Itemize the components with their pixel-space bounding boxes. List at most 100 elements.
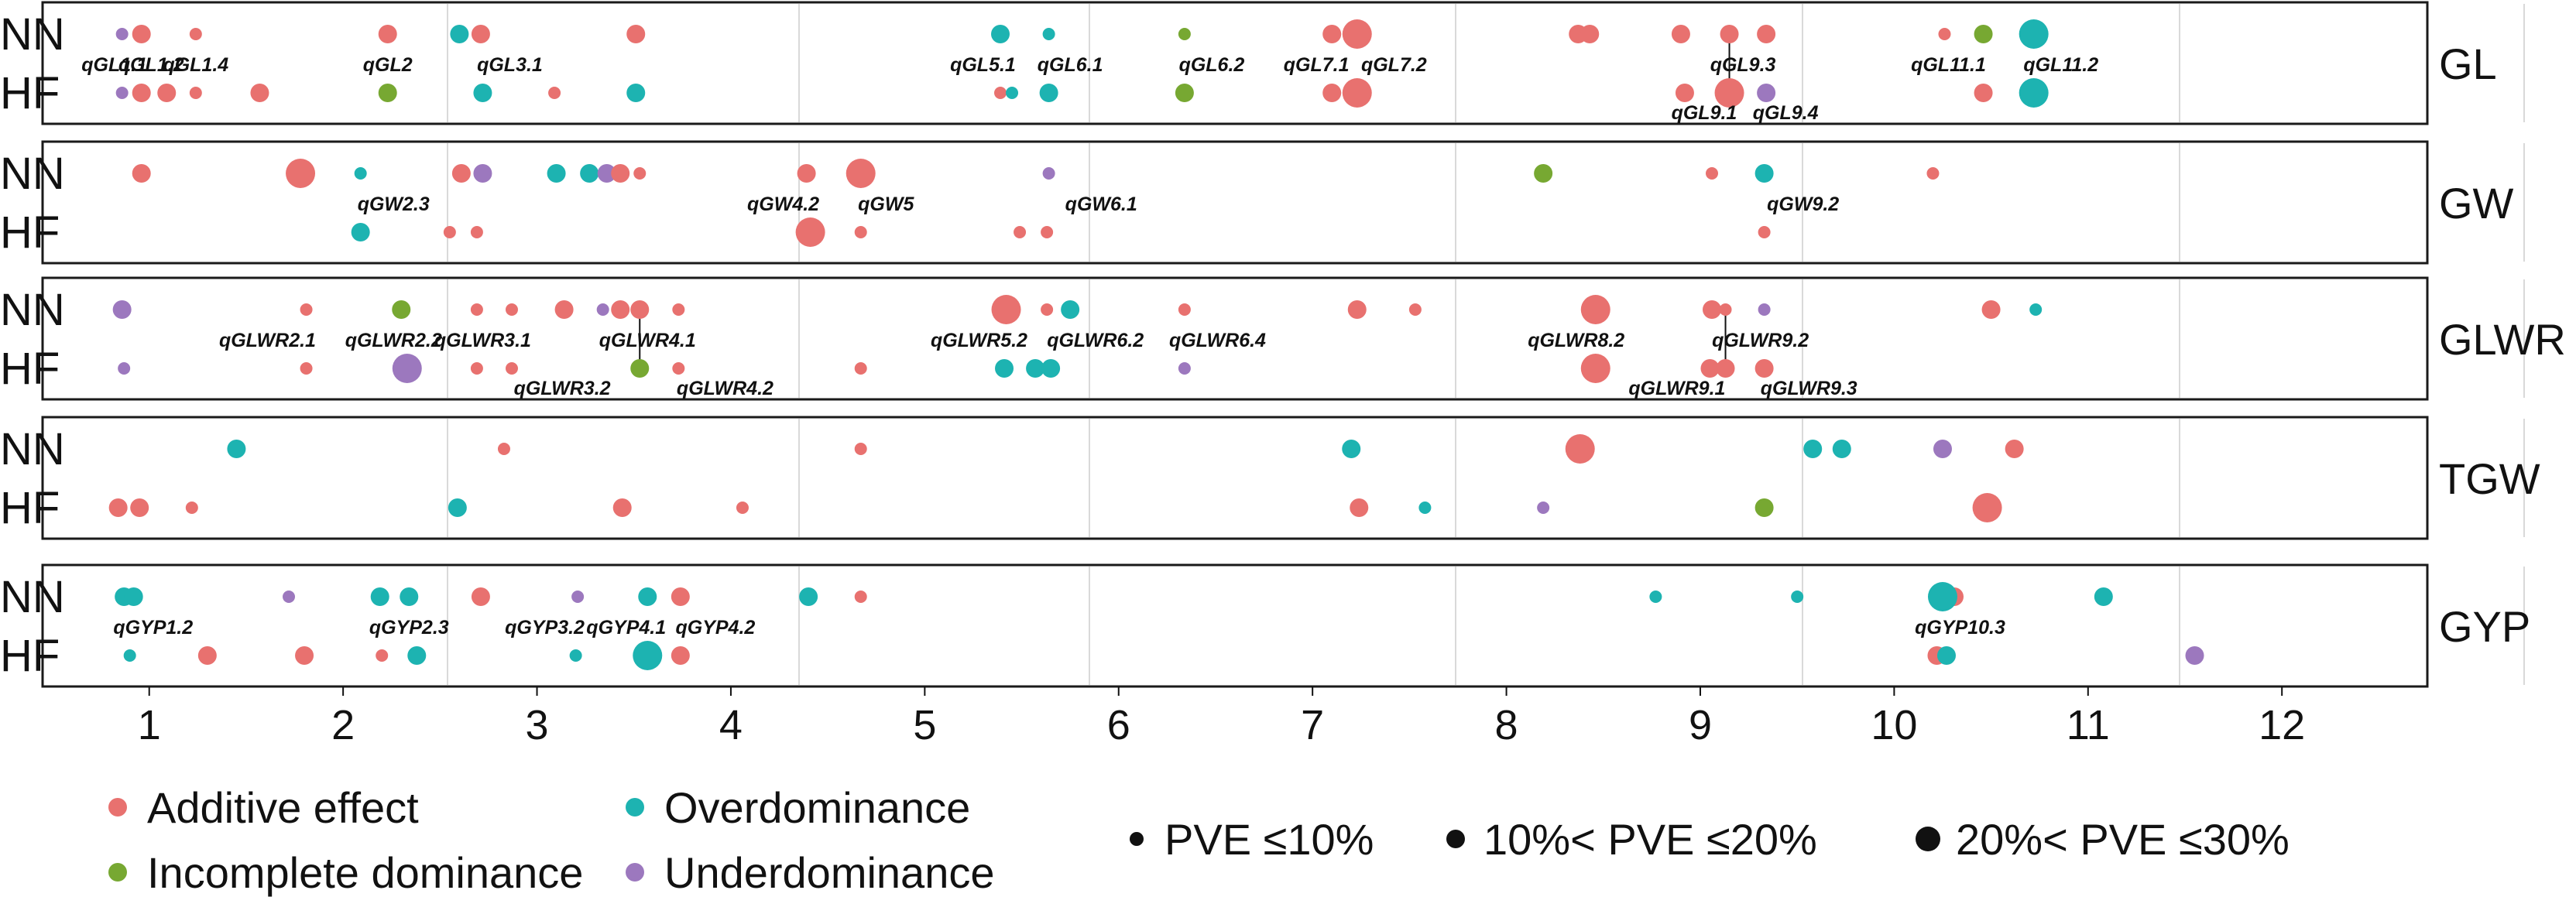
- qtl-point-over: [626, 84, 646, 102]
- qtl-point-over: [633, 641, 663, 670]
- legend-label-additive: Additive effect: [147, 783, 419, 832]
- qtl-point-additive: [1757, 25, 1776, 43]
- qtl-point-additive: [286, 159, 316, 188]
- qtl-point-over: [1649, 591, 1662, 603]
- qtl-point-additive: [157, 84, 177, 102]
- qtl-point-additive: [991, 295, 1021, 324]
- legend-swatch-additive: [108, 798, 127, 817]
- qtl-point-over: [1342, 440, 1361, 458]
- panel-tgw: NN HF TGW: [0, 416, 2540, 540]
- qtl-point-additive: [1322, 84, 1342, 102]
- qtl-point-additive: [1580, 295, 1610, 324]
- qtl-label-qglwr9-3: qGLWR9.3: [1761, 378, 1857, 399]
- qtl-point-additive: [630, 300, 650, 319]
- qtl-point-additive: [130, 498, 149, 517]
- qtl-point-additive: [1322, 25, 1342, 43]
- qtl-point-over: [227, 440, 246, 458]
- trait-label-gyp: GYP: [2439, 602, 2530, 651]
- qtl-label-qgyp10-3: qGYP10.3: [1915, 617, 2005, 639]
- qtl-point-additive: [797, 164, 816, 183]
- qtl-point-under: [115, 87, 129, 99]
- x-tick-label: 7: [1301, 702, 1324, 748]
- qtl-point-additive: [612, 498, 632, 517]
- qtl-label-qgl9-3: qGL9.3: [1710, 54, 1776, 76]
- qtl-point-additive: [132, 25, 151, 43]
- qtl-point-additive: [1041, 226, 1054, 238]
- qtl-point-incomplete: [630, 359, 650, 378]
- qtl-point-under: [1178, 362, 1191, 375]
- qtl-point-over: [370, 587, 389, 606]
- qtl-point-under: [112, 300, 132, 319]
- row-label-hf: HF: [0, 207, 60, 258]
- qtl-point-over: [2019, 19, 2049, 49]
- qtl-point-over: [1754, 164, 1774, 183]
- qtl-point-over: [1803, 440, 1823, 458]
- x-tick-label: 11: [2067, 702, 2110, 748]
- qtl-point-additive: [854, 591, 867, 603]
- qtl-point-additive: [505, 362, 518, 375]
- trait-label-glwr: GLWR: [2439, 315, 2566, 364]
- qtl-point-incomplete: [392, 300, 411, 319]
- qtl-point-additive: [672, 303, 685, 316]
- qtl-point-additive: [132, 164, 151, 183]
- qtl-point-additive: [554, 300, 574, 319]
- qtl-point-over: [2029, 303, 2043, 316]
- qtl-point-additive: [295, 646, 314, 665]
- qtl-point-additive: [854, 226, 867, 238]
- qtl-point-under: [1042, 167, 1055, 180]
- qtl-label-qglwr6-4: qGLWR6.4: [1169, 330, 1266, 351]
- qtl-label-qglwr9-1: qGLWR9.1: [1628, 378, 1725, 399]
- legend-size-2: [1446, 830, 1465, 848]
- qtl-point-under: [1537, 502, 1550, 514]
- qtl-point-additive: [378, 25, 397, 43]
- qtl-point-additive: [300, 303, 313, 316]
- qtl-point-additive: [471, 587, 490, 606]
- qtl-point-additive: [854, 362, 867, 375]
- qtl-point-additive: [189, 87, 202, 99]
- qtl-point-additive: [1974, 84, 1993, 102]
- legend-size-label-2: 10%< PVE ≤20%: [1484, 815, 1817, 864]
- legend-size-label-1: PVE ≤10%: [1165, 815, 1374, 864]
- qtl-point-additive: [994, 87, 1007, 99]
- qtl-point-additive: [1342, 19, 1372, 49]
- row-label-hf: HF: [0, 631, 60, 681]
- qtl-point-additive: [1178, 303, 1191, 316]
- row-label-hf: HF: [0, 68, 60, 118]
- x-tick-label: 10: [1871, 702, 1917, 748]
- x-tick-label: 8: [1495, 702, 1518, 748]
- qtl-label-qgyp1-2: qGYP1.2: [113, 617, 193, 639]
- qtl-point-over: [1041, 359, 1061, 378]
- legend-swatch-under: [626, 863, 644, 882]
- qtl-point-additive: [736, 502, 749, 514]
- qtl-point-incomplete: [1534, 164, 1553, 183]
- qtl-point-over: [1927, 582, 1957, 611]
- qtl-point-additive: [300, 362, 313, 375]
- qtl-label-qgyp4-2: qGYP4.2: [675, 617, 755, 639]
- qtl-point-under: [571, 591, 585, 603]
- x-tick-label: 4: [719, 702, 743, 748]
- x-axis: 1 2 3 4 5 6 7 8 9 10 11 12: [138, 686, 2305, 748]
- qtl-label-qgw9-2: qGW9.2: [1767, 193, 1839, 215]
- qtl-point-additive: [1754, 359, 1774, 378]
- qtl-point-additive: [1671, 25, 1690, 43]
- qtl-label-qgl11-1: qGL11.1: [1911, 54, 1986, 76]
- legend-swatch-incomplete: [108, 863, 127, 882]
- qtl-point-over: [995, 359, 1014, 378]
- qtl-point-over: [448, 498, 467, 517]
- qtl-label-qgw5: qGW5: [858, 193, 914, 215]
- qtl-point-additive: [497, 443, 510, 455]
- qtl-label-qglwr2-2: qGLWR2.2: [345, 330, 442, 351]
- qtl-point-additive: [1758, 226, 1771, 238]
- qtl-label-qglwr8-2: qGLWR8.2: [1528, 330, 1624, 351]
- qtl-label-qgyp4-1: qGYP4.1: [586, 617, 666, 639]
- qtl-point-additive: [189, 28, 202, 40]
- legend-label-under: Underdominance: [664, 848, 994, 897]
- qtl-point-additive: [611, 164, 630, 183]
- x-tick-label: 5: [913, 702, 936, 748]
- qtl-label-qgyp3-2: qGYP3.2: [505, 617, 585, 639]
- qtl-label-qglwr3-2: qGLWR3.2: [514, 378, 611, 399]
- row-label-nn: NN: [0, 572, 65, 622]
- qtl-point-additive: [1938, 28, 1951, 40]
- qtl-label-qglwr4-1: qGLWR4.1: [599, 330, 696, 351]
